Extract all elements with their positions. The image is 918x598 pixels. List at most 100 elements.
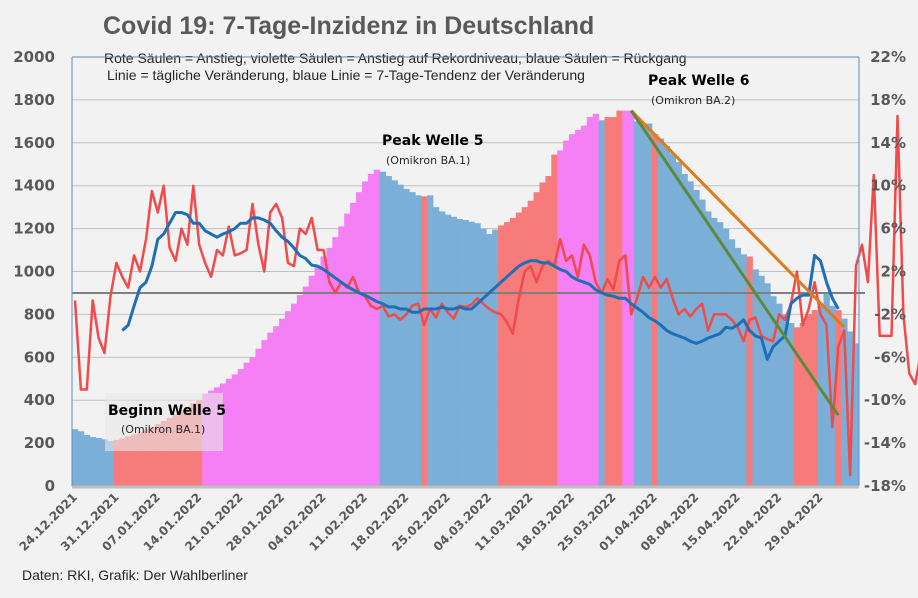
y-tick-label: 2000 [13,48,55,66]
seven-day-trend-line [121,211,840,361]
incidence-bar [166,417,173,486]
incidence-bar [267,332,274,486]
annotation-box [105,393,223,451]
incidence-bar [811,310,818,486]
chart-title: Covid 19: 7-Tage-Inzidenz in Deutschland [103,12,595,40]
incidence-bar [468,221,475,486]
incidence-bar [356,192,363,486]
subtitle-line-2: Linie = tägliche Veränderung, blaue Lini… [107,67,585,83]
incidence-bar [237,369,245,486]
incidence-bar [403,188,410,487]
incidence-bar [326,247,333,486]
incidence-bar [746,256,753,486]
incidence-bar [462,220,469,486]
incidence-bar [450,216,458,487]
incidence-bar [835,310,842,486]
y-tick-label: 1600 [13,134,55,152]
incidence-bar [379,171,387,486]
y-tick-label: 1400 [13,177,55,195]
incidence-bar [296,295,304,486]
y-tick-label: 1000 [13,263,55,281]
incidence-bar [290,303,298,486]
incidence-bar [249,357,256,486]
incidence-bar [681,173,688,486]
incidence-bar [385,176,392,487]
y2-tick-label: -14% [864,434,906,452]
incidence-bar [799,322,807,486]
incidence-bar [752,269,759,486]
y2-tick-label: 22% [870,48,906,66]
incidence-bar [285,311,292,486]
incidence-bar [515,212,523,486]
annotation-box-beginn-welle-5 [105,393,223,451]
annotation-peak-welle-5-title: Peak Welle 5 [382,133,484,149]
incidence-bar [83,434,91,486]
incidence-bar [421,196,428,487]
y-tick-label: 1800 [13,91,55,109]
incidence-bar [853,343,860,486]
incidence-bar [361,181,369,486]
incidence-bar [231,374,239,486]
incidence-bar [823,292,830,486]
incidence-bar [598,120,605,486]
incidence-bar [95,437,102,486]
incidence-bar [77,431,85,486]
incidence-bar [829,305,836,486]
incidence-bar [657,138,665,486]
incidence-bar [740,254,747,486]
annotation-peak-welle-6-title: Peak Welle 6 [648,73,750,89]
incidence-bar [373,169,381,487]
incidence-bar [498,225,505,486]
incidence-bar [533,192,540,486]
incidence-bar [391,180,398,486]
incidence-bar [113,439,120,486]
incidence-bar [645,123,653,487]
incidence-bar [101,439,108,486]
orange-trendline [630,109,846,329]
incidence-bar [728,239,736,486]
incidence-bar [302,286,310,486]
incidence-bar [805,314,813,486]
y-tick-label: 800 [24,305,55,323]
incidence-bar [758,275,765,486]
incidence-bar [273,326,280,486]
incidence-bar [634,121,641,486]
incidence-bar [89,437,97,486]
incidence-bar [480,228,487,486]
y2-tick-label: 14% [870,134,906,152]
incidence-bar [592,113,600,486]
y2-tick-label: -10% [864,391,906,409]
y2-tick-label: 2% [881,263,906,281]
incidence-bar [261,340,268,486]
incidence-bar [72,429,79,486]
incidence-bar [492,229,499,487]
incidence-bar [438,211,446,486]
incidence-bar [486,233,493,486]
incidence-bar [521,207,529,486]
incidence-bar [332,237,339,486]
incidence-bar [551,154,558,486]
incidence-bar [687,181,694,486]
incidence-bar [734,247,742,486]
incidence-bar [711,217,718,486]
incidence-bar [397,184,404,486]
incidence-bar [705,211,712,486]
incidence-bar [580,125,588,486]
axes [71,56,860,489]
incidence-bar [456,218,463,486]
incidence-bar [557,150,564,486]
y2-tick-label: 6% [881,220,906,238]
incidence-bar [847,331,854,486]
incidence-bar [107,440,114,486]
incidence-bar [776,303,783,486]
incidence-bar [308,275,316,486]
incidence-bar [444,214,452,486]
y-axis-left-ticks: 0 200 400 600 800 1000 1200 1400 1600 1800 2000 [13,48,55,495]
incidence-bar [527,200,534,486]
incidence-bar [225,378,233,486]
incidence-bar [545,176,552,487]
incidence-bar [628,110,635,486]
incidence-bar [841,318,848,486]
incidence-bar [793,327,801,486]
incidence-bar [219,383,227,486]
